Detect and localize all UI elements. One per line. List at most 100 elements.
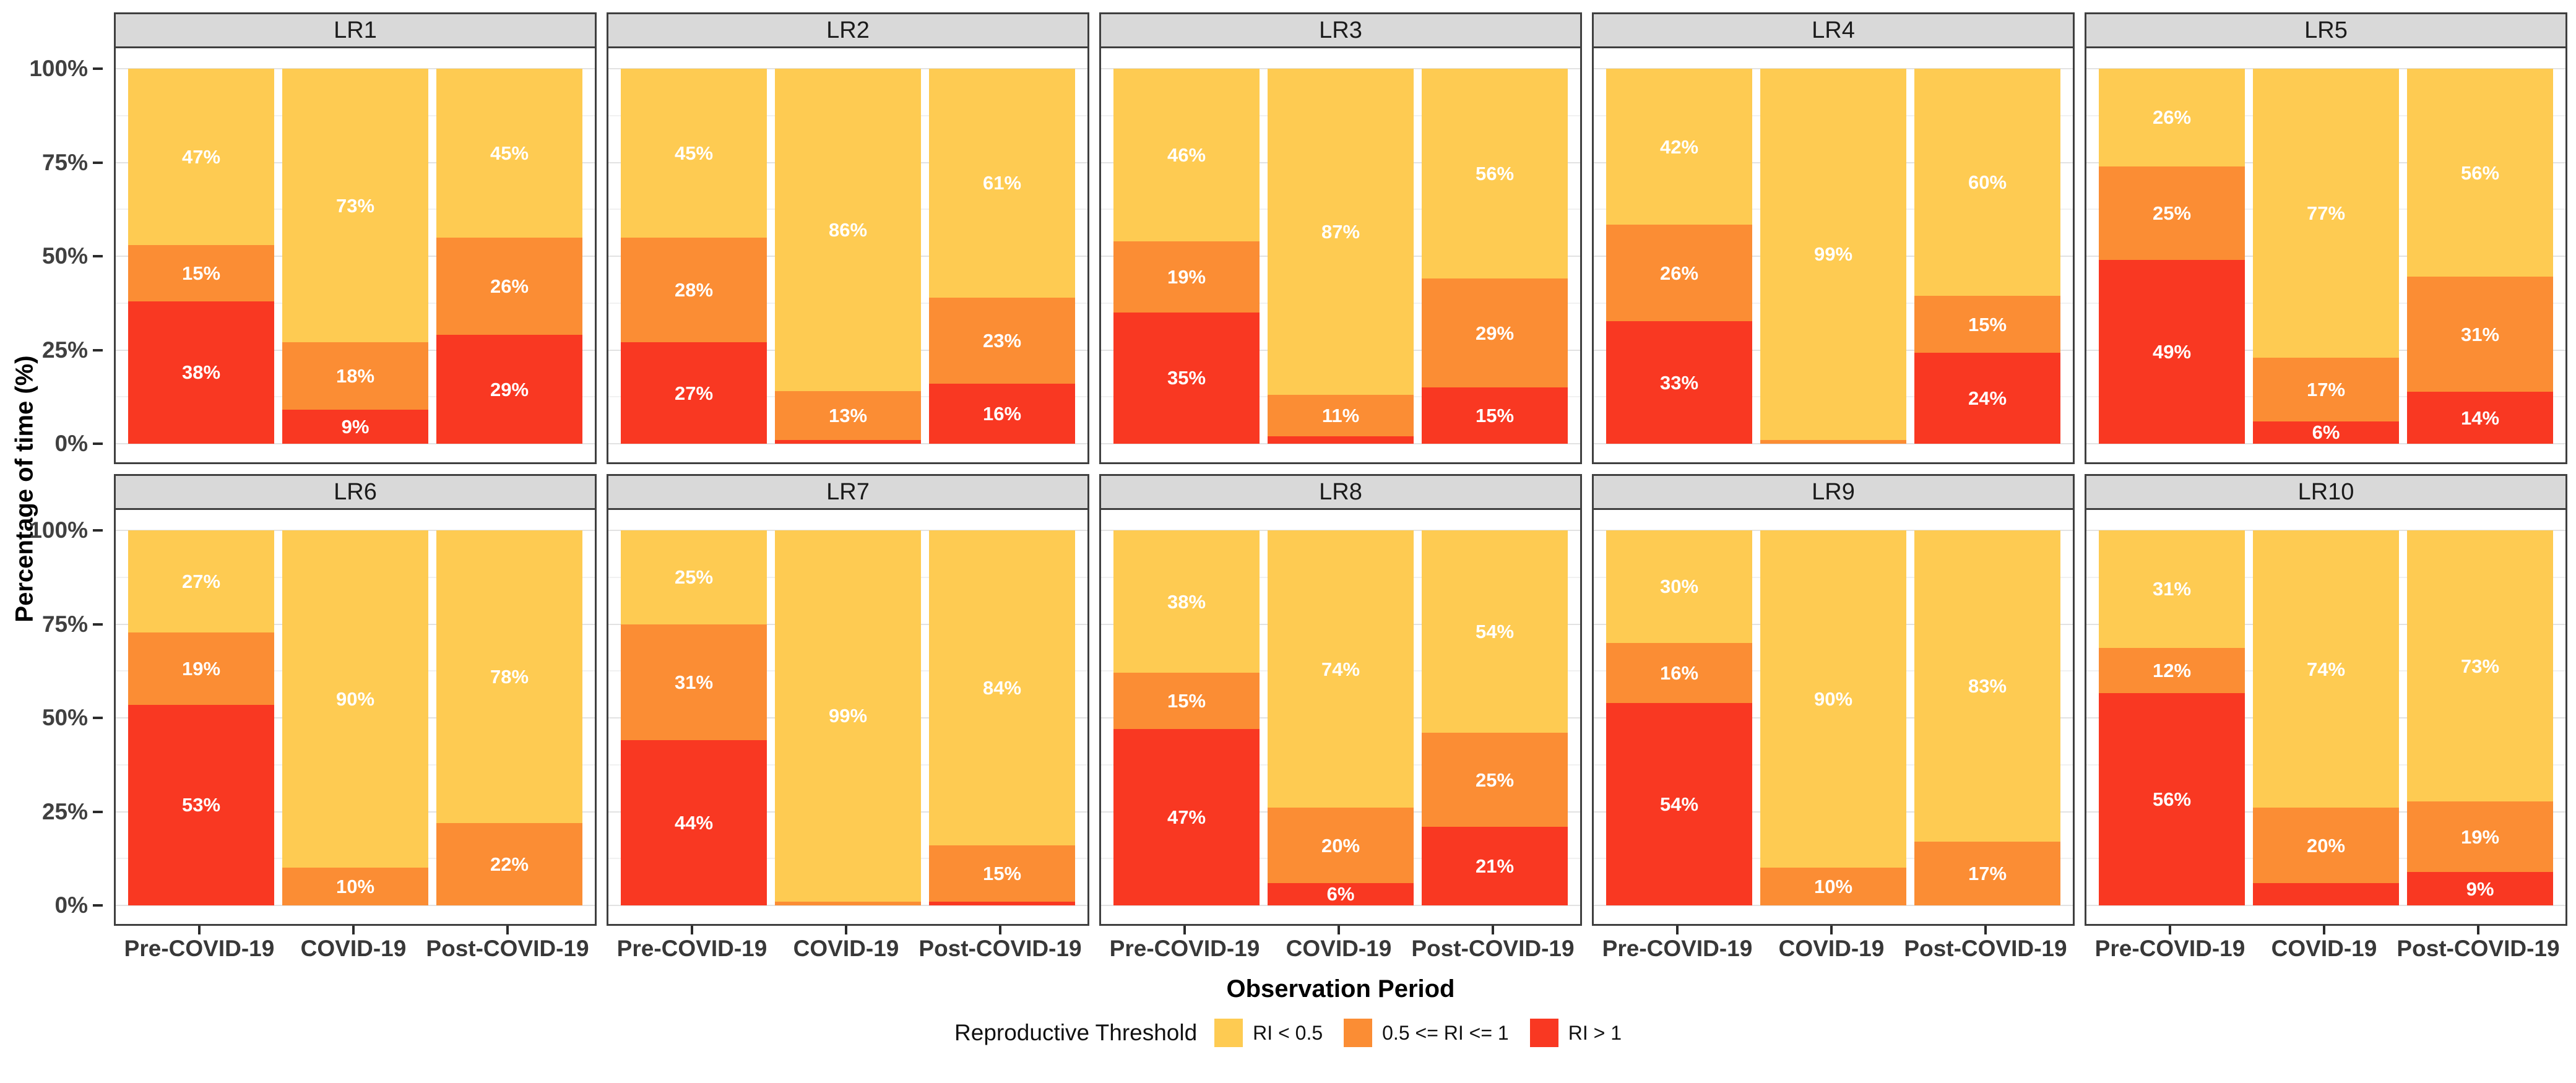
gridline-major (116, 68, 595, 69)
x-tick-label: Post-COVID-19 (1411, 936, 1575, 961)
bar-segment-label: 15% (1968, 313, 2007, 335)
x-tick-label: Pre-COVID-19 (616, 936, 767, 961)
x-tick-mark (2169, 926, 2171, 934)
x-tick-label: Post-COVID-19 (1904, 936, 2067, 961)
gridline-major (608, 443, 1087, 444)
legend-label: 0.5 <= RI <= 1 (1382, 1021, 1509, 1044)
bar-segment: 90% (1760, 530, 1906, 868)
facet-panel-LR7: LR7 25% 31% 44% 99% 84% 15% (607, 474, 1089, 926)
bar-segment-label: 83% (1968, 675, 2007, 697)
bar-segment-label: 17% (1968, 862, 2007, 884)
bar-segment: 15% (128, 244, 274, 301)
bar-segment-label: 38% (1167, 590, 1206, 613)
bar-segment-label: 19% (1167, 265, 1206, 288)
bar-segment: 33% (1606, 321, 1752, 444)
x-tick-label: COVID-19 (2271, 936, 2377, 961)
bar-segment: 9% (282, 410, 428, 444)
bar-segment-label: 78% (490, 665, 529, 688)
facet-strip: LR3 (1101, 14, 1580, 48)
bar-segment: 26% (2099, 69, 2245, 166)
y-tick-mark (93, 623, 103, 626)
y-tick-label: 0% (54, 892, 88, 918)
bar-segment (775, 439, 921, 444)
facet-panel-LR1: LR1 47% 15% 38% 73% 18% 9% 45% 26% 29% (114, 12, 597, 464)
bar-segment-label: 90% (1813, 688, 1853, 710)
bar-segment: 74% (2253, 530, 2399, 808)
gridline-major (2086, 68, 2565, 69)
y-tick-label: 25% (41, 798, 88, 824)
stacked-bar-Pre-COVID-19: 25% 31% 44% (621, 530, 767, 905)
stacked-bar-Pre-COVID-19: 47% 15% 38% (128, 69, 274, 444)
facet-strip: LR10 (2086, 476, 2565, 510)
legend-item: RI < 0.5 (1214, 1019, 1323, 1047)
bar-segment: 42% (1606, 69, 1752, 225)
bar-segment: 26% (436, 237, 582, 335)
bar-segment-label: 74% (2306, 658, 2346, 680)
bar-segment: 24% (1914, 353, 2060, 444)
bar-segment (2253, 882, 2399, 905)
bar-segment-label: 15% (181, 262, 221, 284)
bar-segment-label: 42% (1659, 136, 1699, 158)
bar-segment-label: 20% (2306, 834, 2346, 856)
bar-segment: 27% (128, 530, 274, 633)
plot-area: 42% 26% 33% 99% 60% 15% 24% (1594, 48, 2073, 462)
bar-segment: 84% (929, 530, 1075, 846)
facet-strip: LR7 (608, 476, 1087, 510)
facet-strip: LR2 (608, 14, 1087, 48)
gridline-major (1101, 443, 1580, 444)
gridline-major (608, 68, 1087, 69)
y-tick-mark (93, 67, 103, 70)
facet-panel-LR4: LR4 42% 26% 33% 99% 60% 15% 24% (1592, 12, 2075, 464)
bar-segment: 44% (621, 740, 767, 905)
bar-segment: 16% (1606, 642, 1752, 703)
x-axis-labels: Pre-COVID-19 COVID-19 Post-COVID-19 (114, 926, 597, 964)
plot-area: 27% 19% 53% 90% 10% 78% 22% (116, 510, 595, 924)
x-tick-mark (691, 926, 693, 934)
stacked-bar-Post-COVID-19: 56% 29% 15% (1422, 69, 1568, 444)
bar-segment: 19% (1113, 241, 1260, 313)
bar-segment: 25% (621, 530, 767, 624)
x-tick-mark (1183, 926, 1186, 934)
bar-segment-label: 6% (2312, 421, 2340, 444)
bar-segment-label: 45% (490, 142, 529, 164)
stacked-bar-Pre-COVID-19: 31% 12% 56% (2099, 530, 2245, 905)
bar-segment-label: 54% (1475, 621, 1515, 643)
gridline-major (116, 530, 595, 531)
y-axis: 0% 25% 50% 75% 100% (5, 12, 104, 464)
facet-cell-LR10: LR10 31% 12% 56% 74% 20% 73% 19% 9% Pre-COVID-19 C… (2085, 474, 2567, 964)
bar-segment-label: 9% (341, 416, 370, 438)
x-axis-labels: Pre-COVID-19 COVID-19 Post-COVID-19 (1099, 926, 1582, 964)
bar-segment-label: 15% (1167, 690, 1206, 712)
bar-segment: 54% (1422, 530, 1568, 733)
gridline-major (2086, 443, 2565, 444)
bar-segment: 99% (1760, 69, 1906, 440)
bar-segment: 74% (1268, 530, 1414, 808)
bar-segment-label: 87% (1321, 221, 1360, 243)
legend-item: 0.5 <= RI <= 1 (1344, 1019, 1509, 1047)
bar-segment-label: 15% (982, 863, 1022, 884)
bar-segment-label: 29% (1475, 322, 1515, 344)
bar-segment: 19% (2407, 801, 2553, 872)
stacked-bar-COVID-19: 73% 18% 9% (282, 69, 428, 444)
y-tick-label: 0% (54, 431, 88, 456)
bar-segment-label: 46% (1167, 144, 1206, 166)
legend: Reproductive Threshold RI < 0.5 0.5 <= RI… (0, 1019, 2576, 1047)
x-axis-labels: Pre-COVID-19 COVID-19 Post-COVID-19 (607, 926, 1089, 964)
bar-segment: 12% (2099, 647, 2245, 694)
bar-segment-label: 26% (2152, 106, 2192, 129)
x-tick-label: Pre-COVID-19 (124, 936, 275, 961)
facet-cell-LR1: LR1 47% 15% 38% 73% 18% 9% 45% 26% 29% (114, 12, 597, 464)
y-tick-mark (93, 810, 103, 813)
bar-segment: 15% (1113, 673, 1260, 730)
stacked-bar-Post-COVID-19: 83% 17% (1914, 530, 2060, 905)
y-tick-label: 100% (29, 56, 88, 81)
bar-segment-label: 11% (1321, 405, 1360, 427)
facet-strip: LR8 (1101, 476, 1580, 510)
gridline-major (1594, 443, 2073, 444)
bar-segment: 38% (1113, 530, 1260, 673)
bar-segment-label: 26% (1659, 262, 1699, 284)
bar-segment: 6% (2253, 421, 2399, 444)
bar-segment: 27% (621, 342, 767, 444)
bar-segment-label: 99% (1813, 243, 1853, 265)
bar-segment-label: 10% (335, 876, 375, 898)
